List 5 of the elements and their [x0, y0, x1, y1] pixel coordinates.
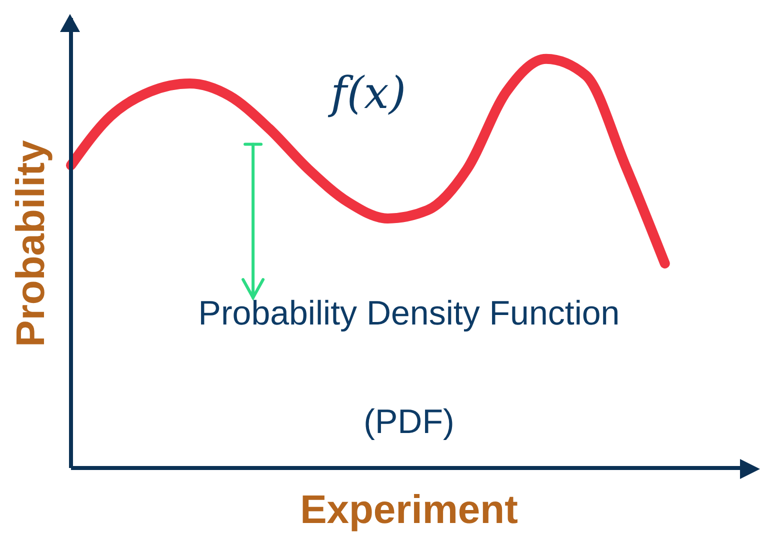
annotation: (PDF): [364, 402, 454, 441]
annotation: f(x): [328, 68, 406, 120]
annotation: Probability Density Function: [198, 294, 620, 333]
x-axis-title: Experiment: [300, 488, 518, 532]
y-axis-title: Probability: [9, 139, 53, 347]
